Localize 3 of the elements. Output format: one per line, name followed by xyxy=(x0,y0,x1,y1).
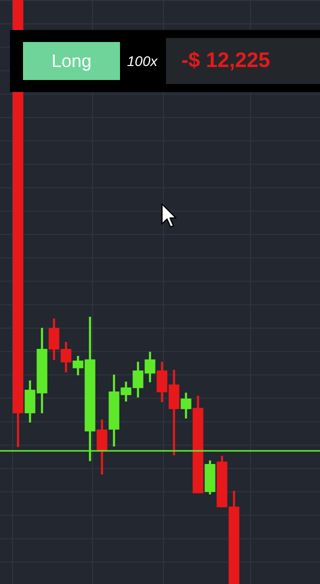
annotation: 100x xyxy=(127,53,158,69)
annotation: -$ 12,225 xyxy=(166,38,320,84)
annotation: Long xyxy=(23,42,120,80)
